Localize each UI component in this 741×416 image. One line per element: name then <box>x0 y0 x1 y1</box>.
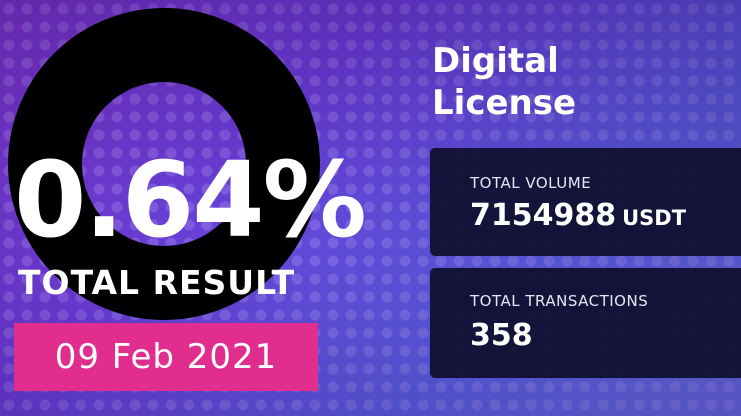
total-result-percentage: 0.64% <box>14 139 367 261</box>
total-volume-unit: USDT <box>622 206 687 230</box>
total-transactions-label: TOTAL TRANSACTIONS <box>470 292 649 310</box>
date-badge: 09 Feb 2021 <box>14 323 318 391</box>
title-line-2: License <box>432 83 577 123</box>
total-volume-card: TOTAL VOLUME 7154988 USDT <box>430 148 741 256</box>
total-volume-value: 7154988 USDT <box>470 198 686 233</box>
total-transactions-value: 358 <box>470 318 533 353</box>
total-transactions-card: TOTAL TRANSACTIONS 358 <box>430 268 741 378</box>
total-volume-number: 7154988 <box>470 198 617 233</box>
total-volume-label: TOTAL VOLUME <box>470 174 592 192</box>
date-text: 09 Feb 2021 <box>54 337 278 377</box>
page-title: Digital License <box>432 40 576 124</box>
title-line-1: Digital <box>432 41 559 81</box>
total-result-label: TOTAL RESULT <box>18 263 296 302</box>
